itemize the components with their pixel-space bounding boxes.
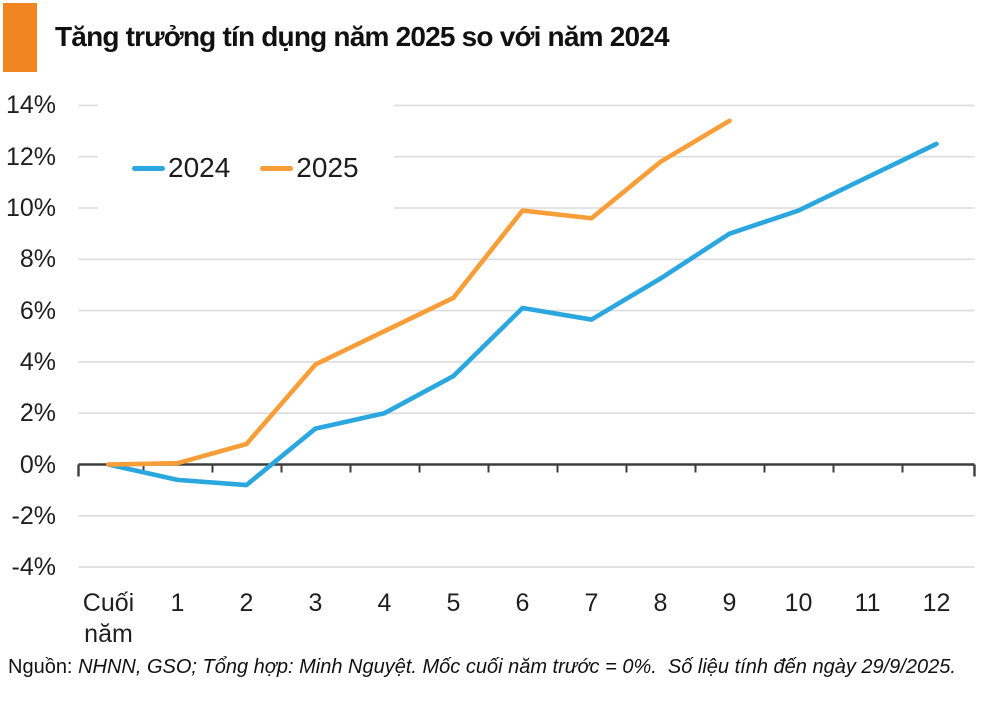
y-tick-label: 10% [5, 194, 56, 222]
y-tick-label: 6% [19, 296, 56, 325]
x-tick-label: 11 [854, 589, 881, 617]
x-tick-label: 1 [170, 589, 185, 617]
series-line-2025 [106, 118, 732, 467]
title-accent-block [3, 3, 37, 72]
x-tick-label: 4 [377, 589, 392, 617]
legend-label: 2024 [168, 152, 231, 183]
y-tick-label: 12% [5, 142, 56, 171]
legend-row: 2024 2025 [132, 152, 359, 184]
legend-line-swatch [132, 165, 165, 171]
y-tick-label: 8% [19, 245, 56, 274]
y-tick-label: 0% [19, 450, 56, 479]
legend-entry-2024: 2024 [132, 152, 230, 184]
x-tick-label: 8 [653, 589, 668, 617]
legend-line-swatch [260, 165, 294, 171]
x-tick-label: 2 [239, 589, 254, 617]
y-tick-label: -4% [11, 553, 56, 582]
chart-legend: 2024 2025 [98, 92, 394, 214]
y-tick-label: 14% [5, 91, 56, 120]
x-tick-label: 9 [722, 589, 737, 617]
legend-entry-2025: 2025 [260, 152, 359, 184]
series-line-2024 [106, 141, 939, 488]
legend-label: 2025 [296, 152, 359, 183]
chart-title: Tăng trưởng tín dụng năm 2025 so với năm… [55, 21, 670, 52]
x-tick-label: 10 [784, 589, 813, 617]
y-tick-label: 4% [19, 347, 56, 376]
source-note: Nguồn: NHNN, GSO; Tổng hợp: Minh Nguyệt.… [8, 656, 996, 679]
x-tick-label: 12 [922, 589, 951, 617]
source-text: NHNN, GSO; Tổng hợp: Minh Nguyệt. Mốc cu… [78, 656, 956, 678]
source-prefix: Nguồn: [8, 656, 79, 678]
x-tick-label: 7 [584, 589, 599, 617]
y-tick-label: -2% [11, 501, 56, 530]
x-tick-label: Cuối năm [82, 589, 135, 648]
y-tick-label: 2% [19, 399, 56, 428]
x-tick-label: 6 [515, 589, 530, 617]
x-tick-label: 3 [308, 589, 323, 617]
x-tick-label: 5 [446, 589, 461, 617]
